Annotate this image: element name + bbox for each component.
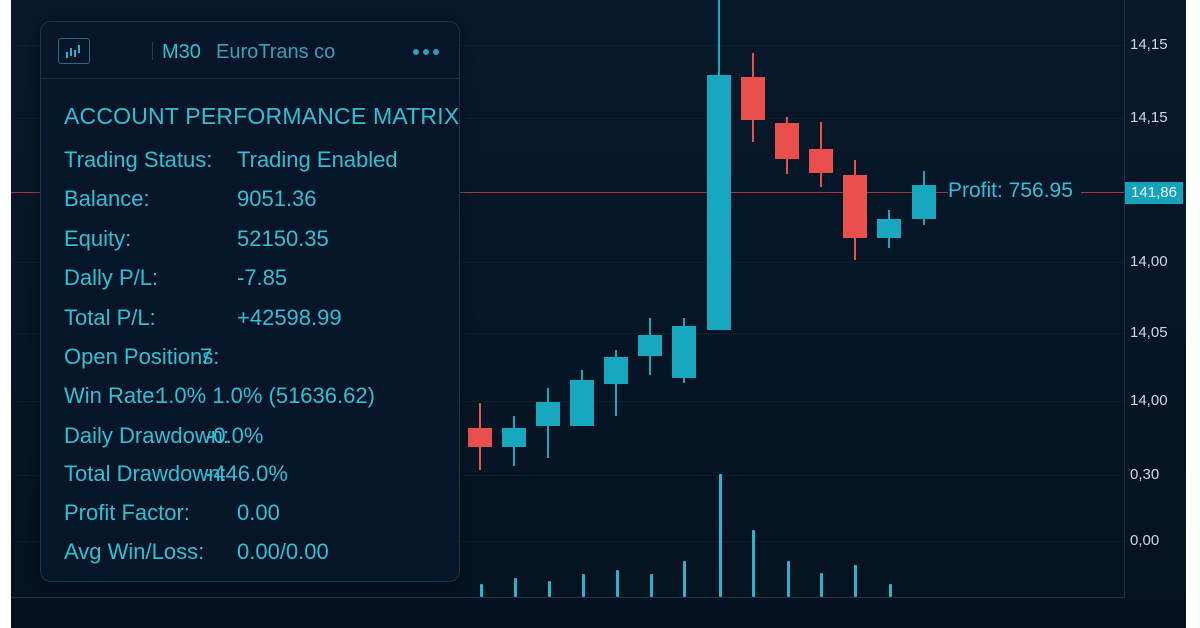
candle-body[interactable] [536,402,560,426]
metric-row: Dally P/L: -7.85 [64,265,287,291]
price-axis-label: 14,05 [1130,324,1168,341]
candle-body[interactable] [775,123,799,159]
volume-bar [683,561,686,597]
volume-bar [787,561,790,597]
metric-row: Daily Drawdown: -0.0% [64,423,263,449]
volume-bar [548,581,551,597]
more-horizontal-icon[interactable] [413,49,439,55]
candle-body[interactable] [468,428,492,447]
gridline [11,401,1124,402]
panel-title: ACCOUNT PERFORMANCE MATRIX [64,103,460,129]
price-axis-label: 0,30 [1130,466,1160,483]
plot-bottom-border [11,597,1124,598]
metric-value: 0.00/0.00 [237,539,329,564]
candle-body[interactable] [809,149,833,173]
metric-value: -0.0% [206,423,264,448]
volume-bar [854,565,857,597]
candle-body[interactable] [502,428,526,447]
current-price-tag: 141,86 [1125,182,1183,204]
metric-row: Total Drawdown: -446.0% [64,461,288,487]
metric-value: 0.00 [237,500,280,525]
price-axis-divider [1124,0,1125,598]
timeframe-selector[interactable]: M30 [162,41,201,63]
volume-bar [582,574,585,597]
price-axis-label: 0,00 [1130,532,1160,549]
volume-bar [514,578,517,597]
metric-row: Win Rate: 1.0% 1.0% (51636.62) [64,383,375,409]
candle-body[interactable] [570,380,594,426]
candle-body[interactable] [741,77,765,120]
metric-value: -7.85 [237,265,288,290]
metric-label: Profit Factor: [64,500,190,525]
gridline [11,475,1124,476]
metric-value: -446.0% [206,461,288,486]
volume-bar [650,574,653,597]
metric-label: Total Drawdown: [64,461,227,486]
panel-header: M30 EuroTrans co [41,22,459,79]
metric-value: Trading Enabled [237,147,398,172]
volume-bar [889,584,892,597]
metric-row: Equity: 52150.35 [64,226,329,252]
metric-row: Avg Win/Loss: 0.00/0.00 [64,539,329,565]
metric-value: 7 [200,344,213,369]
price-axis-label: 14,15 [1130,36,1168,53]
current-price-line [11,192,1124,193]
gridline [11,262,1124,263]
volume-bar [480,584,483,597]
price-axis-label: 14,00 [1130,392,1168,409]
metric-value: +42598.99 [237,305,342,330]
volume-bar [752,530,755,597]
metric-value: 1.0% 1.0% (51636.62) [156,383,375,408]
metric-label: Equity: [64,226,132,251]
candle-body[interactable] [843,175,867,238]
account-performance-panel: M30 EuroTrans co ACCOUNT PERFORMANCE MAT… [40,21,460,582]
metric-value: 9051.36 [237,186,317,211]
price-axis-label: 14,00 [1130,253,1168,270]
candle-body[interactable] [707,75,731,330]
metric-row: Profit Factor: 0.00 [64,500,280,526]
metric-row: Balance: 9051.36 [64,186,317,212]
price-axis-label: 14,15 [1130,109,1168,126]
metric-row: Total P/L: +42598.99 [64,305,342,331]
metric-value: 52150.35 [237,226,329,251]
candlestick-chart-icon[interactable] [58,38,90,64]
profit-annotation: Profit: 756.95 [948,179,1081,203]
metric-label: Total P/L: [64,305,156,330]
metric-label: Avg Win/Loss: [64,539,205,564]
candle-body[interactable] [877,219,901,238]
metric-row: Trading Status: Trading Enabled [64,147,398,173]
metric-label: Balance: [64,186,150,211]
volume-bar [820,573,823,597]
trading-chart-app: 14,15 14,15 14,00 14,05 14,00 0,30 0,00 141,86… [11,0,1186,628]
header-divider [152,42,153,60]
volume-bar [616,570,619,597]
metric-label: Daily Drawdown: [64,423,230,448]
candle-body[interactable] [638,335,662,356]
candle-body[interactable] [672,326,696,378]
metric-label: Open Positions: [64,344,220,369]
gridline [11,333,1124,334]
gridline [11,118,1124,119]
volume-bar [719,474,722,597]
metric-label: Dally P/L: [64,265,159,290]
gridline [11,45,1124,46]
candle-body[interactable] [912,185,936,219]
metric-label: Win Rate: [64,383,161,408]
metric-row: Open Positions: 7 [64,344,219,370]
candle-body[interactable] [604,357,628,384]
metric-label: Trading Status: [64,147,213,172]
symbol-name[interactable]: EuroTrans co [216,41,336,63]
gridline [11,541,1124,542]
